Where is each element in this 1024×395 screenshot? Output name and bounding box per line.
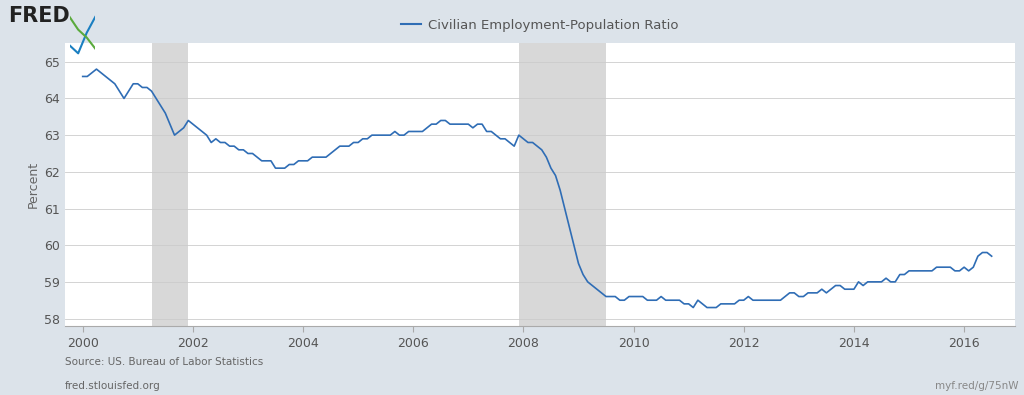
Bar bbox=[152, 43, 188, 326]
Text: myf.red/g/75nW: myf.red/g/75nW bbox=[935, 381, 1019, 391]
Y-axis label: Percent: Percent bbox=[27, 161, 40, 208]
Bar bbox=[519, 43, 606, 326]
Text: Source: US. Bureau of Labor Statistics: Source: US. Bureau of Labor Statistics bbox=[65, 357, 263, 367]
Text: FRED: FRED bbox=[8, 6, 70, 26]
Text: fred.stlouisfed.org: fred.stlouisfed.org bbox=[65, 381, 161, 391]
Legend: Civilian Employment-Population Ratio: Civilian Employment-Population Ratio bbox=[396, 13, 683, 37]
